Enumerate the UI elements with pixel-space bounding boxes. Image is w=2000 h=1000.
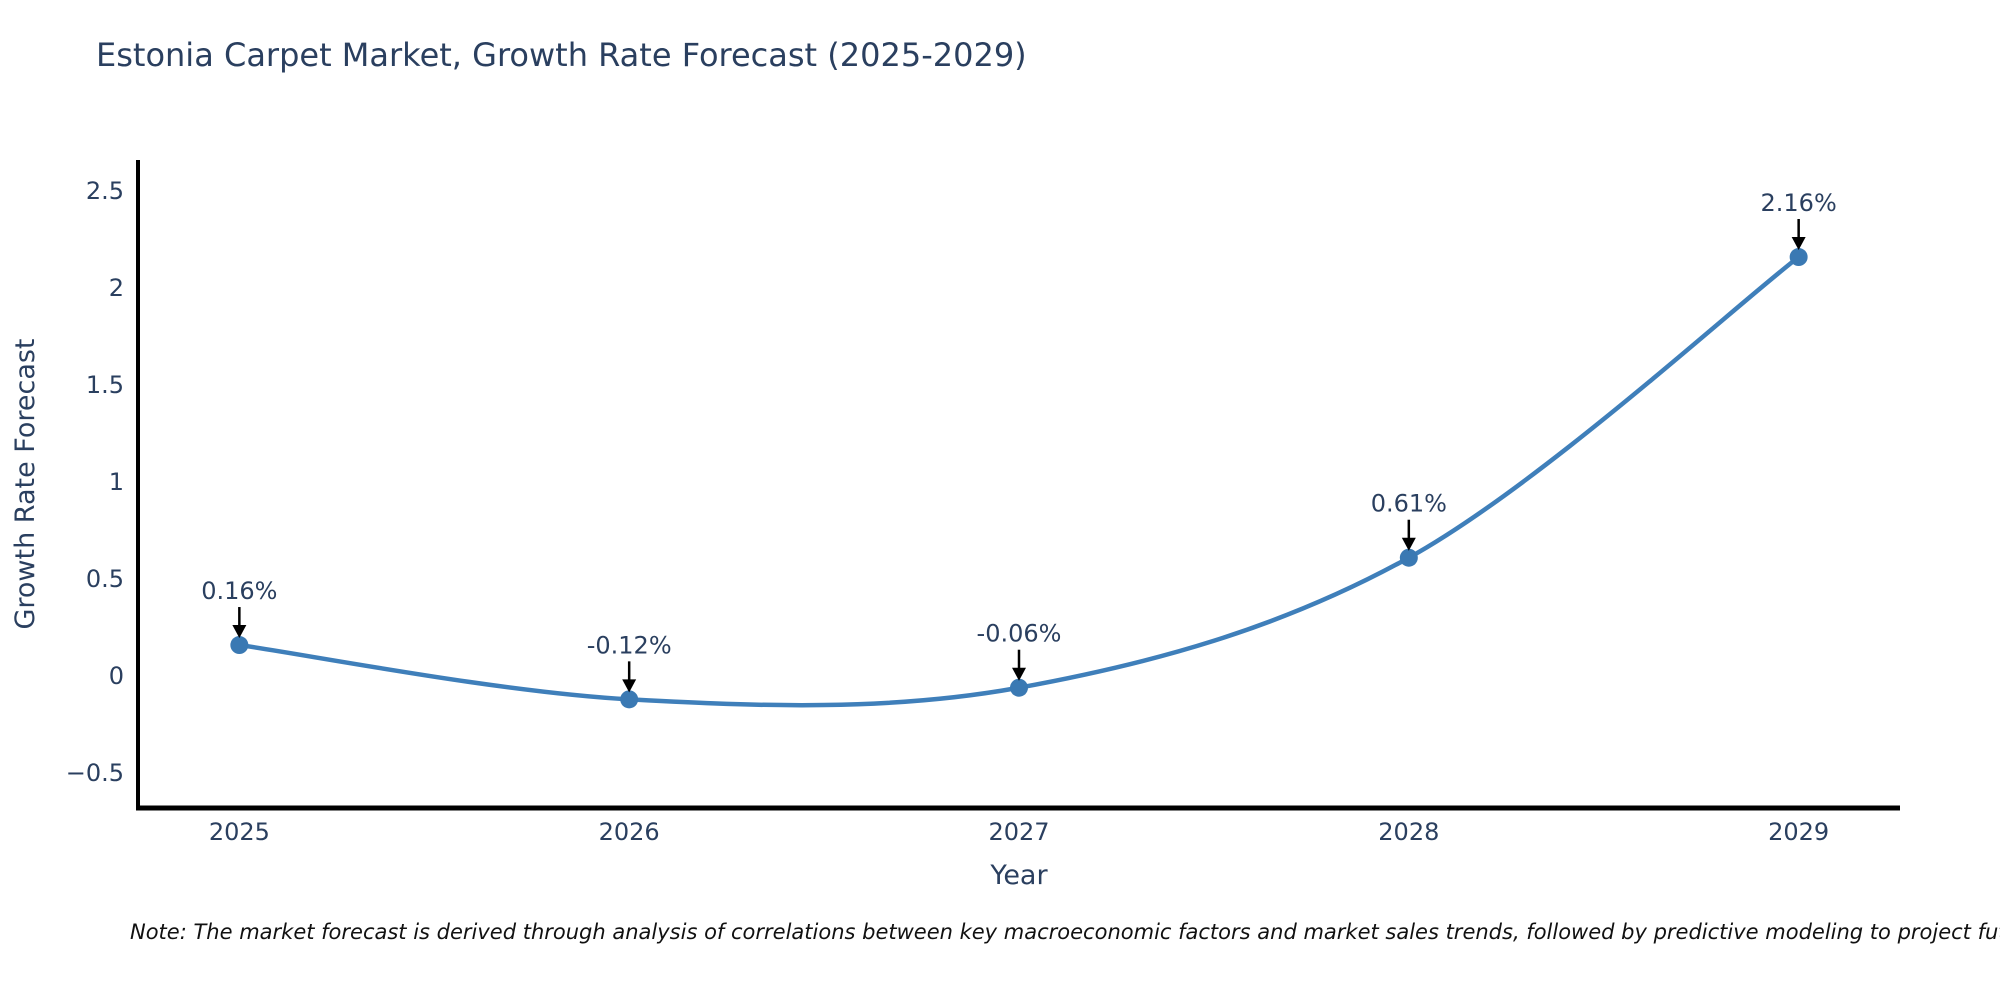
annotation-arrowhead (622, 679, 637, 693)
annotation-arrowhead (1401, 537, 1416, 551)
y-tick-label: 2.5 (86, 177, 124, 205)
y-tick-label: 0.5 (86, 565, 124, 593)
annotation-arrowhead (1012, 667, 1026, 681)
footnote: Note: The market forecast is derived thr… (130, 920, 2000, 944)
series-line (237, 254, 1801, 708)
annotation-arrowhead (232, 625, 247, 639)
growth-rate-line-chart: 2.5 2 1.5 1 0.5 0 −0.5 2025 2026 2027 2028 2029 0.16… (10, 160, 1900, 891)
data-point-marker (1010, 678, 1028, 697)
y-tick-label: 2 (109, 274, 124, 302)
data-point-marker (1789, 248, 1808, 267)
data-point-marker (620, 690, 639, 709)
chart-title: Estonia Carpet Market, Growth Rate Forec… (96, 36, 1027, 74)
data-point-marker (230, 636, 249, 655)
annotation-label: 2.16% (1761, 189, 1837, 217)
x-tick-label: 2026 (599, 818, 660, 846)
y-tick-label: 0 (109, 662, 124, 690)
annotation-label: -0.12% (587, 631, 672, 659)
annotation-arrowhead (1791, 237, 1806, 251)
y-tick-label: 1 (109, 468, 124, 496)
y-axis-title: Growth Rate Forecast (10, 338, 41, 629)
x-tick-label: 2027 (988, 818, 1049, 846)
annotation-label: 0.16% (201, 577, 277, 605)
annotation-label: 0.61% (1371, 490, 1447, 518)
annotation-label: -0.06% (977, 620, 1062, 648)
x-tick-label: 2029 (1768, 818, 1829, 846)
y-tick-label: 1.5 (86, 371, 124, 399)
y-tick-label: −0.5 (66, 759, 124, 787)
data-point-marker (1399, 548, 1418, 567)
x-tick-label: 2028 (1378, 818, 1439, 846)
x-axis-title: Year (989, 860, 1048, 891)
x-tick-label: 2025 (209, 818, 270, 846)
